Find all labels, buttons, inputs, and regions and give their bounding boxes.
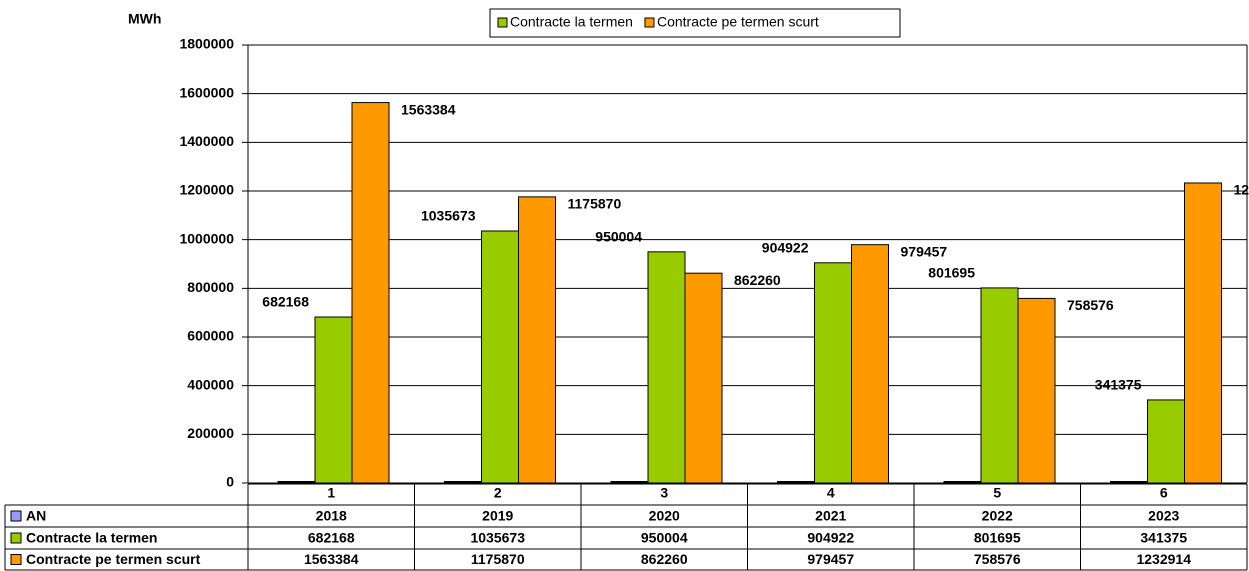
- data-label: 341375: [1095, 377, 1142, 393]
- legend-swatch: [497, 17, 508, 28]
- table-cell: 950004: [641, 530, 688, 546]
- table-cell: 862260: [641, 551, 688, 567]
- x-tick-label: 3: [660, 485, 668, 501]
- y-tick-label: 1400000: [179, 133, 234, 149]
- table-cell: 1035673: [470, 530, 525, 546]
- table-cell: 758576: [974, 551, 1021, 567]
- bar: [518, 196, 556, 484]
- x-tick-label: 5: [993, 485, 1001, 501]
- table-cell: 2018: [316, 508, 347, 524]
- bar: [943, 481, 982, 484]
- table-cell: 904922: [807, 530, 854, 546]
- table-cell: 2023: [1148, 508, 1179, 524]
- bar: [647, 251, 686, 484]
- bar: [777, 481, 815, 484]
- legend-label: Contracte pe termen scurt: [657, 14, 819, 30]
- bar: [814, 262, 852, 484]
- bar: [684, 272, 723, 484]
- table-cell: 1175870: [471, 551, 525, 567]
- bar: [1017, 297, 1056, 484]
- y-tick-label: 1800000: [179, 36, 234, 52]
- bar: [851, 244, 889, 484]
- data-label: 801695: [928, 265, 975, 281]
- y-tick-label: 800000: [187, 279, 234, 295]
- table-legend-swatch: [10, 510, 22, 522]
- data-label: 1232914: [1234, 182, 1249, 198]
- bar: [1184, 182, 1222, 484]
- data-label: 950004: [595, 229, 642, 245]
- table-row-label: Contracte pe termen scurt: [26, 551, 201, 567]
- table-legend-swatch: [10, 532, 22, 544]
- table-cell: 2022: [982, 508, 1013, 524]
- table-cell: 801695: [974, 530, 1021, 546]
- data-label: 904922: [762, 240, 809, 256]
- data-label: 1563384: [401, 101, 456, 117]
- legend-box: [489, 8, 901, 38]
- bar: [1147, 399, 1185, 484]
- table-cell: 1563384: [304, 551, 359, 567]
- x-tick-label: 1: [327, 485, 335, 501]
- table-cell: 341375: [1140, 530, 1187, 546]
- data-label: 862260: [734, 272, 781, 288]
- bar: [444, 481, 482, 484]
- data-label: 758576: [1067, 297, 1114, 313]
- data-label: 1175870: [568, 196, 622, 212]
- y-tick-label: 0: [226, 474, 234, 490]
- bar: [351, 102, 390, 484]
- bar: [277, 481, 316, 484]
- legend-label: Contracte la termen: [510, 14, 633, 30]
- y-tick-label: 1200000: [179, 182, 234, 198]
- data-label: 979457: [901, 243, 948, 259]
- table-row-label: Contracte la termen: [26, 530, 157, 546]
- table-legend-swatch: [10, 554, 22, 565]
- table-cell: 2020: [649, 508, 680, 524]
- table-cell: 682168: [308, 530, 355, 546]
- bar: [1110, 481, 1148, 484]
- x-tick-label: 2: [494, 485, 502, 501]
- table-row-label: AN: [26, 508, 46, 524]
- legend-swatch: [644, 17, 655, 28]
- x-tick-label: 6: [1160, 485, 1168, 501]
- table-cell: 1232914: [1136, 551, 1191, 567]
- data-label: 1035673: [421, 208, 476, 224]
- table-cell: 2019: [482, 508, 513, 524]
- data-label: 682168: [262, 294, 309, 310]
- y-tick-label: 200000: [187, 425, 234, 441]
- bar: [980, 287, 1019, 484]
- table-cell: 979457: [807, 551, 854, 567]
- bar: [314, 316, 353, 484]
- x-tick-label: 4: [827, 485, 835, 501]
- y-tick-label: 600000: [187, 328, 234, 344]
- bar: [610, 481, 649, 484]
- y-axis-label: MWh: [128, 11, 161, 27]
- y-tick-label: 1600000: [179, 84, 234, 100]
- y-tick-label: 1000000: [179, 230, 234, 246]
- table-cell: 2021: [815, 508, 846, 524]
- bar: [481, 230, 519, 484]
- y-tick-label: 400000: [187, 376, 234, 392]
